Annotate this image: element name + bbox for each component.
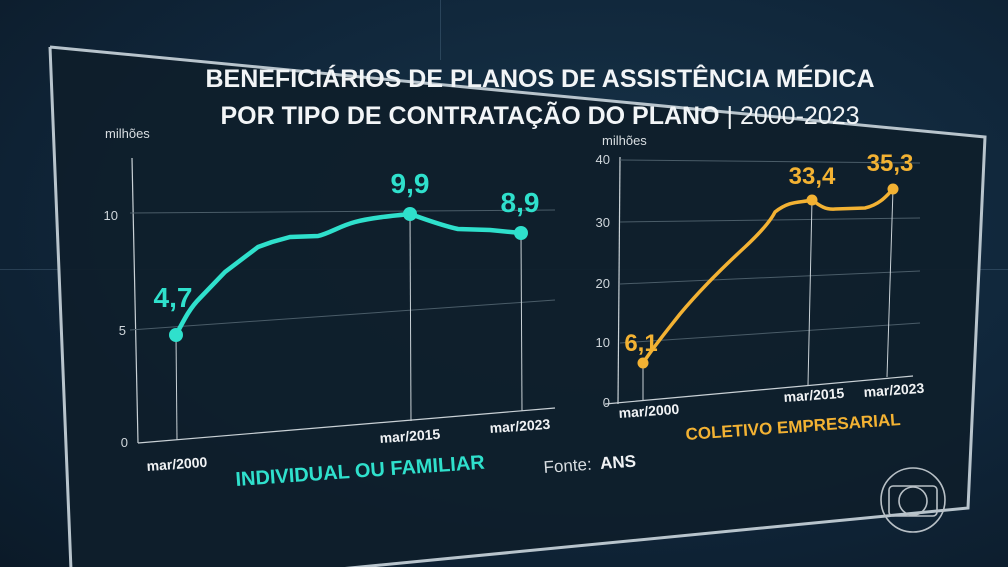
source-label: Fonte: [543, 455, 592, 477]
chart-title-line2: POR TIPO DE CONTRATAÇÃO DO PLANO | 2000-… [220, 100, 859, 130]
data-point[interactable] [169, 328, 183, 342]
data-point[interactable] [514, 226, 528, 240]
gridline [619, 159, 921, 164]
chart-title-line1: BENEFICIÁRIOS DE PLANOS DE ASSISTÊNCIA M… [205, 63, 874, 93]
source-note: Fonte: ANS [543, 452, 637, 477]
y-tick: 0 [603, 395, 610, 410]
value-label: 35,3 [867, 150, 914, 177]
y-tick: 10 [596, 335, 610, 350]
gridline [619, 270, 921, 285]
drop-line [886, 188, 894, 378]
y-tick: 40 [596, 152, 610, 167]
chart-individual: milhões 10 5 0 4,7 9,9 8,9 mar/2000 mar/… [104, 126, 556, 491]
gridline [129, 209, 556, 214]
x-tick-label: mar/2015 [379, 426, 441, 446]
x-tick-label: mar/2023 [863, 380, 925, 400]
drop-line [807, 199, 813, 386]
y-tick: 10 [104, 208, 118, 223]
source-name: ANS [599, 452, 636, 473]
data-point[interactable] [887, 183, 899, 195]
x-axis [604, 375, 914, 405]
panel-board [50, 47, 985, 567]
x-axis [137, 407, 556, 444]
tv-globo-icon [880, 467, 946, 533]
title-period: 2000-2023 [740, 102, 860, 130]
data-point[interactable] [637, 357, 649, 369]
y-axis [131, 157, 139, 444]
title-separator: | [727, 102, 740, 130]
value-label: 6,1 [624, 330, 657, 357]
y-axis [617, 156, 621, 405]
panel-frame [48, 45, 987, 567]
x-tick-label: mar/2023 [489, 416, 551, 436]
data-point[interactable] [806, 194, 818, 206]
value-label: 4,7 [154, 282, 193, 313]
drop-line [520, 232, 523, 412]
title-main: POR TIPO DE CONTRATAÇÃO DO PLANO [220, 100, 719, 130]
value-label: 9,9 [391, 168, 430, 199]
y-tick: 20 [596, 276, 610, 291]
y-axis-unit: milhões [602, 133, 647, 148]
series-line-coletivo [641, 187, 895, 365]
gridline [619, 322, 921, 344]
y-tick: 0 [121, 435, 128, 450]
data-point[interactable] [403, 207, 417, 221]
drop-line [175, 334, 178, 441]
drop-line [409, 213, 412, 422]
gridline [129, 299, 556, 331]
x-tick-label: mar/2000 [618, 401, 680, 421]
y-axis-unit: milhões [105, 126, 150, 141]
background-line [440, 0, 441, 60]
value-label: 8,9 [501, 187, 540, 218]
series-line-individual [173, 211, 524, 338]
y-tick: 30 [596, 215, 610, 230]
x-tick-label: mar/2015 [783, 385, 845, 405]
value-label: 33,4 [789, 163, 836, 190]
x-tick-label: mar/2000 [146, 454, 208, 474]
y-tick: 5 [119, 323, 126, 338]
